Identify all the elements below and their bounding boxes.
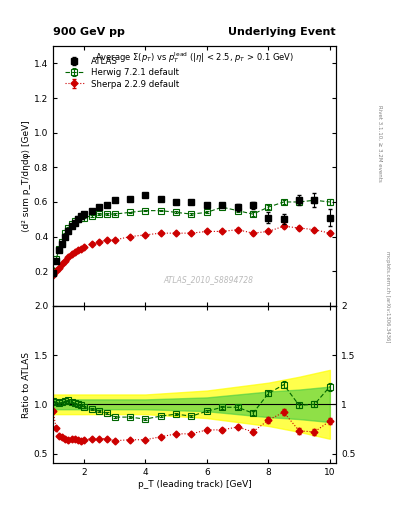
- Y-axis label: Ratio to ATLAS: Ratio to ATLAS: [22, 352, 31, 418]
- Text: ATLAS_2010_S8894728: ATLAS_2010_S8894728: [163, 275, 254, 284]
- Legend: ATLAS, Herwig 7.2.1 default, Sherpa 2.2.9 default: ATLAS, Herwig 7.2.1 default, Sherpa 2.2.…: [63, 56, 180, 90]
- Text: Rivet 3.1.10, ≥ 3.2M events: Rivet 3.1.10, ≥ 3.2M events: [377, 105, 382, 182]
- Text: mcplots.cern.ch [arXiv:1306.3436]: mcplots.cern.ch [arXiv:1306.3436]: [385, 251, 389, 343]
- Text: 900 GeV pp: 900 GeV pp: [53, 27, 125, 37]
- Text: Underlying Event: Underlying Event: [228, 27, 336, 37]
- Text: Average $\Sigma(p_T)$ vs $p_T^\mathrm{lead}$ ($|\eta|$ < 2.5, $p_T$ > 0.1 GeV): Average $\Sigma(p_T)$ vs $p_T^\mathrm{le…: [95, 50, 294, 65]
- Y-axis label: ⟨d² sum p_T/dηdφ⟩ [GeV]: ⟨d² sum p_T/dηdφ⟩ [GeV]: [22, 120, 31, 232]
- X-axis label: p_T (leading track) [GeV]: p_T (leading track) [GeV]: [138, 480, 252, 489]
